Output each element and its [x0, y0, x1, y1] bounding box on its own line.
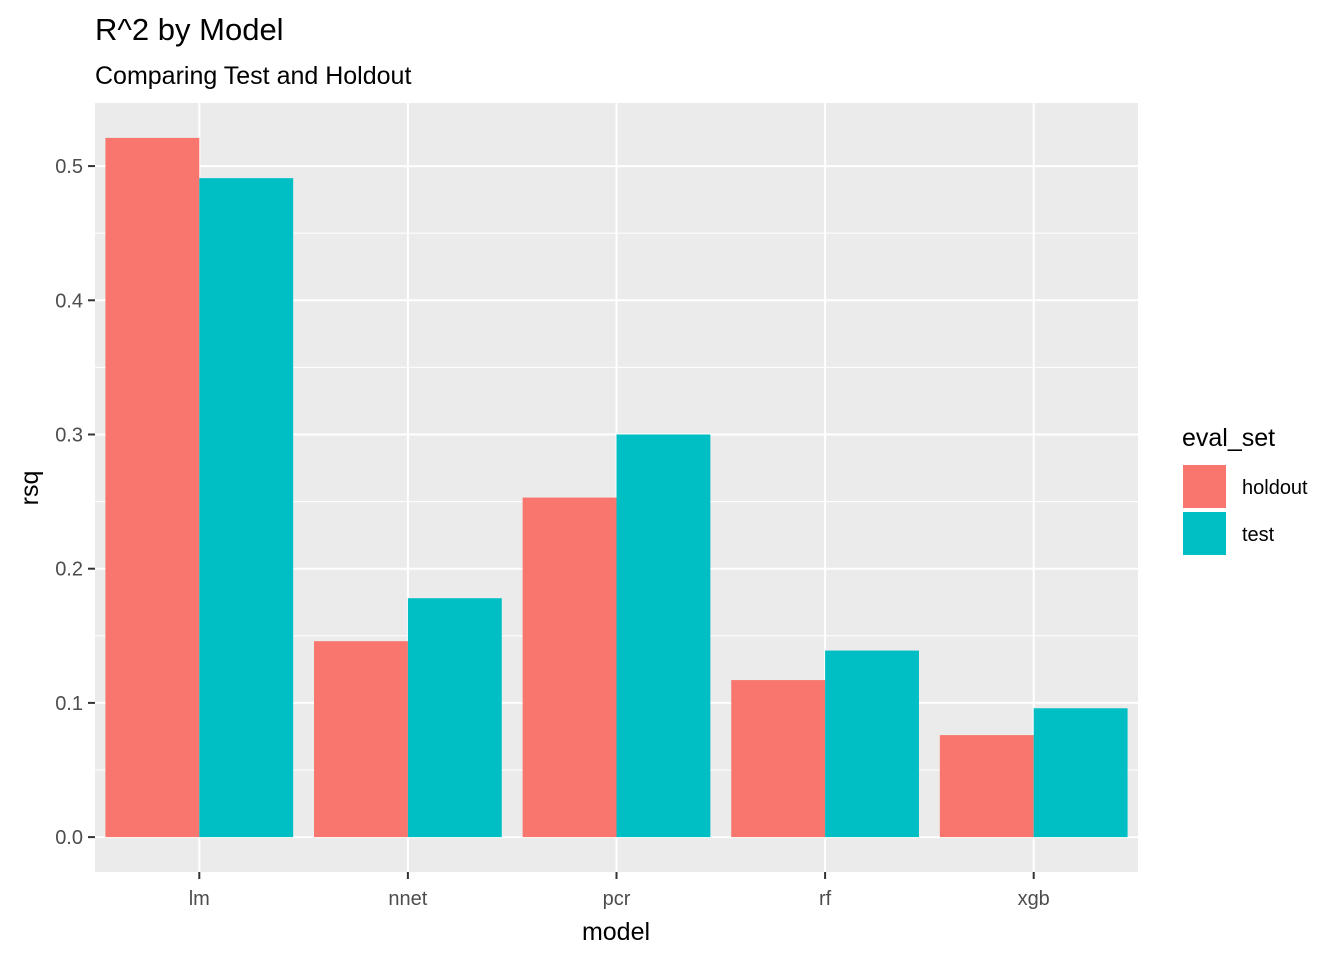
y-axis-title: rsq — [16, 471, 44, 506]
bars-group — [105, 137, 1128, 838]
chart-title: R^2 by Model — [95, 12, 284, 47]
bar-rf-test — [825, 650, 919, 838]
bar-pcr-holdout — [522, 497, 617, 838]
legend-key-test — [1183, 512, 1226, 555]
bar-rf-holdout — [731, 680, 826, 838]
bar-nnet-test — [407, 598, 502, 838]
y-tick-label: 0.0 — [55, 827, 83, 849]
bar-nnet-holdout — [314, 641, 408, 838]
legend-key-holdout — [1183, 465, 1226, 508]
x-tick-label: rf — [819, 888, 832, 910]
y-tick-label: 0.3 — [55, 424, 83, 446]
legend-label-test: test — [1242, 524, 1275, 546]
x-axis-title: model — [582, 918, 650, 946]
legend-title: eval_set — [1182, 424, 1275, 452]
bar-xgb-holdout — [939, 735, 1034, 838]
bar-xgb-test — [1033, 708, 1128, 838]
legend: eval_set holdout test — [1182, 424, 1308, 555]
x-tick-label: lm — [189, 888, 210, 910]
x-tick-label: nnet — [388, 888, 427, 910]
y-tick-label: 0.4 — [55, 290, 83, 312]
chart-subtitle: Comparing Test and Holdout — [95, 62, 411, 90]
x-tick-label: pcr — [603, 888, 631, 910]
bar-lm-holdout — [105, 137, 200, 838]
y-axis: 0.0 0.1 0.2 0.3 0.4 0.5 — [55, 156, 95, 849]
legend-label-holdout: holdout — [1242, 477, 1308, 499]
x-axis: lm nnet pcr rf xgb — [189, 872, 1050, 910]
y-tick-label: 0.1 — [55, 693, 83, 715]
bar-pcr-test — [616, 434, 711, 838]
bar-lm-test — [199, 178, 294, 838]
y-tick-label: 0.5 — [55, 156, 83, 178]
y-tick-label: 0.2 — [55, 559, 83, 581]
x-tick-label: xgb — [1018, 888, 1050, 910]
